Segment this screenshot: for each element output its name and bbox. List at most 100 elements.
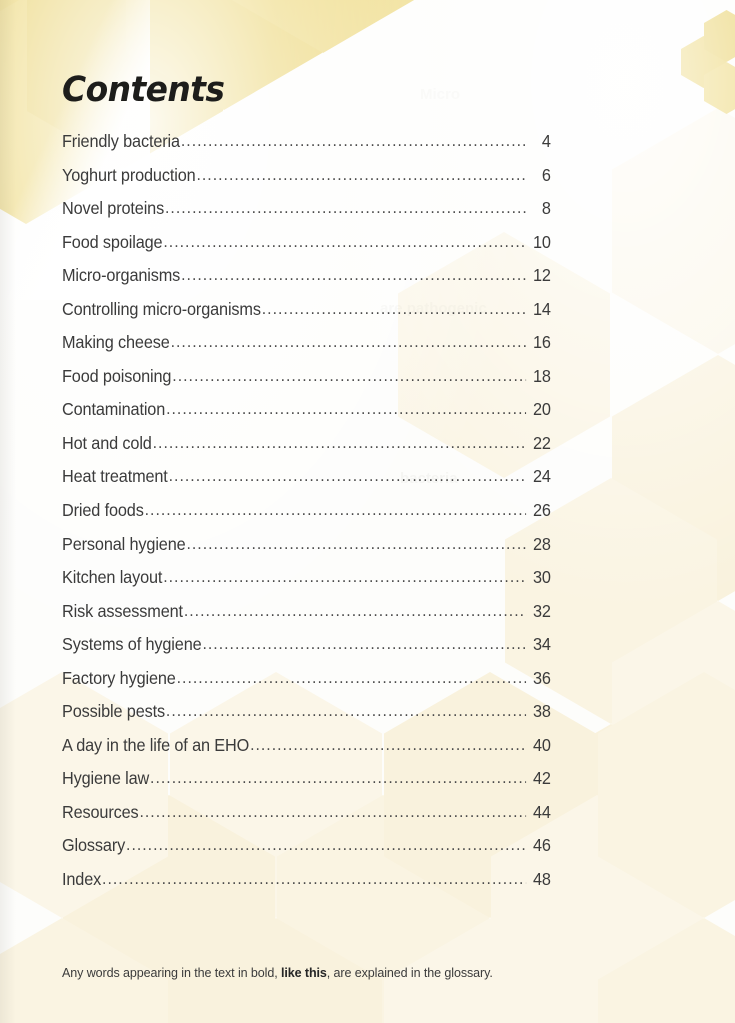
toc-entry-label: Heat treatment <box>62 466 168 487</box>
toc-entry-label: Novel proteins <box>62 198 165 219</box>
toc-entry[interactable]: Risk assessment.........................… <box>62 601 551 635</box>
toc-entry-page-number: 12 <box>532 265 551 286</box>
toc-dot-leader: ........................................… <box>168 466 526 486</box>
toc-entry[interactable]: Index...................................… <box>62 869 551 903</box>
toc-entry[interactable]: Novel proteins..........................… <box>62 198 551 232</box>
toc-entry[interactable]: Friendly bacteria.......................… <box>62 131 551 165</box>
toc-dot-leader: ........................................… <box>126 835 526 855</box>
toc-entry[interactable]: Systems of hygiene......................… <box>62 634 551 668</box>
toc-entry-label: Risk assessment <box>62 600 183 621</box>
footnote-text-before: Any words appearing in the text in bold, <box>62 965 281 980</box>
toc-dot-leader: ........................................… <box>150 768 526 788</box>
toc-entry-page-number: 48 <box>532 869 551 890</box>
toc-entry-page-number: 40 <box>532 734 551 755</box>
toc-entry-page-number: 22 <box>532 432 551 453</box>
toc-dot-leader: ........................................… <box>183 600 526 620</box>
toc-entry-label: Making cheese <box>62 332 170 353</box>
toc-entry[interactable]: Food poisoning..........................… <box>62 366 551 400</box>
toc-entry-page-number: 44 <box>532 801 551 822</box>
toc-entry-page-number: 8 <box>541 198 551 219</box>
toc-entry[interactable]: Controlling micro-organisms.............… <box>62 299 551 333</box>
page-edge-shadow <box>0 0 16 1023</box>
toc-entry[interactable]: Resources...............................… <box>62 802 551 836</box>
toc-entry-page-number: 28 <box>532 533 551 554</box>
toc-entry-label: Friendly bacteria <box>62 131 180 151</box>
toc-entry[interactable]: Kitchen layout..........................… <box>62 567 551 601</box>
toc-entry-page-number: 20 <box>532 399 551 420</box>
toc-entry[interactable]: Hygiene law.............................… <box>62 768 551 802</box>
footnote-bold-example: like this <box>280 965 327 980</box>
toc-dot-leader: ........................................… <box>170 332 526 352</box>
toc-entry-page-number: 24 <box>532 466 551 487</box>
toc-entry[interactable]: Making cheese...........................… <box>62 332 551 366</box>
toc-entry-label: Kitchen layout <box>62 567 163 588</box>
hexagon-watermark <box>612 601 735 847</box>
toc-entry[interactable]: Hot and cold............................… <box>62 433 551 467</box>
toc-entry-page-number: 32 <box>532 600 551 621</box>
page-title: Contents <box>62 70 225 110</box>
toc-entry-label: Controlling micro-organisms <box>62 298 261 319</box>
toc-entry-label: Resources <box>62 801 139 822</box>
toc-dot-leader: ........................................… <box>176 667 526 687</box>
toc-entry-page-number: 46 <box>532 835 551 856</box>
toc-entry[interactable]: Personal hygiene........................… <box>62 534 551 568</box>
toc-entry-label: Factory hygiene <box>62 667 176 688</box>
toc-entry-label: Hygiene law <box>62 768 150 789</box>
toc-dot-leader: ........................................… <box>261 298 526 318</box>
toc-dot-leader: ........................................… <box>165 198 526 218</box>
toc-entry-label: A day in the life of an EHO <box>62 734 250 755</box>
toc-entry[interactable]: Glossary................................… <box>62 835 551 869</box>
toc-dot-leader: ........................................… <box>163 567 526 587</box>
toc-entry[interactable]: Factory hygiene.........................… <box>62 668 551 702</box>
toc-entry-label: Dried foods <box>62 500 144 521</box>
toc-entry[interactable]: A day in the life of an EHO.............… <box>62 735 551 769</box>
toc-dot-leader: ........................................… <box>250 734 526 754</box>
toc-dot-leader: ........................................… <box>202 634 525 654</box>
toc-entry-page-number: 14 <box>532 298 551 319</box>
toc-entry-label: Possible pests <box>62 701 165 722</box>
hexagon-watermark <box>612 108 735 354</box>
toc-dot-leader: ........................................… <box>186 533 525 553</box>
toc-dot-leader: ........................................… <box>181 265 526 285</box>
toc-entry-label: Food spoilage <box>62 231 163 252</box>
toc-entry-page-number: 16 <box>532 332 551 353</box>
toc-entry-label: Micro-organisms <box>62 265 181 286</box>
toc-entry-page-number: 34 <box>532 634 551 655</box>
toc-dot-leader: ........................................… <box>152 432 526 452</box>
toc-entry-label: Personal hygiene <box>62 533 186 554</box>
toc-entry[interactable]: Heat treatment..........................… <box>62 466 551 500</box>
toc-entry-label: Systems of hygiene <box>62 634 202 655</box>
hexagon-accent <box>225 0 421 53</box>
hexagon-accent <box>704 62 735 114</box>
toc-entry-page-number: 10 <box>532 231 551 252</box>
toc-dot-leader: ........................................… <box>139 801 525 821</box>
toc-entry-label: Yoghurt production <box>62 164 196 185</box>
toc-entry-label: Contamination <box>62 399 166 420</box>
toc-entry-page-number: 6 <box>541 164 551 185</box>
toc-entry[interactable]: Food spoilage...........................… <box>62 232 551 266</box>
toc-entry-page-number: 38 <box>532 701 551 722</box>
hexagon-watermark <box>598 918 735 1023</box>
toc-entry-page-number: 4 <box>541 131 551 151</box>
glossary-footnote: Any words appearing in the text in bold,… <box>62 965 493 980</box>
toc-entry[interactable]: Possible pests..........................… <box>62 701 551 735</box>
hexagon-accent <box>681 36 726 88</box>
toc-entry-page-number: 18 <box>532 365 551 386</box>
toc-dot-leader: ........................................… <box>165 701 526 721</box>
toc-entry-label: Food poisoning <box>62 365 172 386</box>
toc-entry-page-number: 42 <box>532 768 551 789</box>
toc-entry[interactable]: Contamination...........................… <box>62 399 551 433</box>
toc-entry[interactable]: Yoghurt production......................… <box>62 165 551 199</box>
table-of-contents: Friendly bacteria.......................… <box>62 131 551 903</box>
toc-entry-page-number: 30 <box>532 567 551 588</box>
toc-entry-label: Hot and cold <box>62 432 152 453</box>
toc-dot-leader: ........................................… <box>196 164 526 184</box>
toc-entry[interactable]: Dried foods.............................… <box>62 500 551 534</box>
toc-dot-leader: ........................................… <box>180 131 526 150</box>
hexagon-watermark <box>612 355 735 601</box>
toc-dot-leader: ........................................… <box>172 365 525 385</box>
toc-dot-leader: ........................................… <box>144 500 526 520</box>
footnote-text-after: , are explained in the glossary. <box>326 965 493 980</box>
toc-entry[interactable]: Micro-organisms.........................… <box>62 265 551 299</box>
